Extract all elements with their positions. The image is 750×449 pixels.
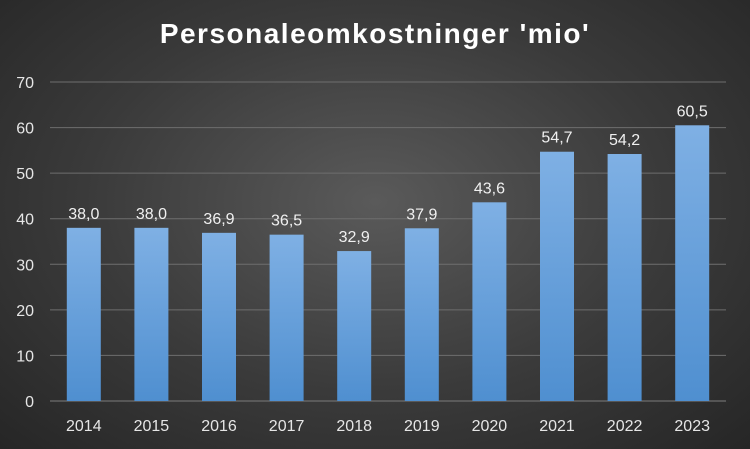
bar-2019 [404, 228, 439, 401]
x-tick-label: 2019 [404, 418, 440, 435]
data-label: 36,9 [203, 211, 234, 228]
bar-2018 [337, 251, 372, 401]
y-tick-label: 0 [25, 394, 34, 411]
y-tick-label: 10 [16, 348, 34, 365]
data-label: 43,6 [474, 180, 505, 197]
x-tick-label: 2015 [134, 418, 170, 435]
bar-2015 [134, 227, 169, 401]
y-tick-label: 20 [16, 303, 34, 320]
y-tick-label: 30 [16, 257, 34, 274]
bar-2020 [472, 202, 507, 401]
y-tick-label: 60 [16, 121, 34, 138]
data-label: 37,9 [406, 206, 437, 223]
y-tick-label: 40 [16, 212, 34, 229]
data-label: 38,0 [136, 206, 167, 223]
data-label: 38,0 [68, 206, 99, 223]
bar-2014 [66, 227, 101, 401]
x-tick-label: 2014 [66, 418, 102, 435]
y-axis: 0 10 20 30 40 50 60 70 [16, 75, 34, 411]
chart-title: Personaleomkostninger 'mio' [159, 18, 591, 49]
data-label: 36,5 [271, 213, 302, 230]
x-tick-label: 2018 [336, 418, 372, 435]
x-tick-label: 2017 [269, 418, 305, 435]
bar-2023 [675, 125, 710, 402]
y-tick-label: 70 [16, 75, 34, 92]
data-label: 32,9 [339, 229, 370, 246]
data-label: 60,5 [677, 103, 708, 120]
x-tick-label: 2023 [674, 418, 710, 435]
x-tick-label: 2022 [607, 418, 643, 435]
bar-2016 [202, 232, 236, 401]
x-tick-label: 2021 [539, 418, 575, 435]
bar-2017 [269, 234, 304, 401]
x-tick-label: 2016 [201, 418, 237, 435]
data-label: 54,2 [609, 132, 640, 149]
x-axis: 2014 2015 2016 2017 2018 2019 2020 2021 2022 2023 [66, 418, 710, 435]
bar-2021 [540, 151, 574, 401]
x-tick-label: 2020 [472, 418, 508, 435]
bars [66, 125, 710, 402]
data-labels: 38,0 38,0 36,9 36,5 32,9 37,9 43,6 54,7 54,2 60,5 [68, 103, 708, 246]
bar-2022 [607, 154, 642, 401]
y-tick-label: 50 [16, 166, 34, 183]
data-label: 54,7 [541, 130, 572, 147]
